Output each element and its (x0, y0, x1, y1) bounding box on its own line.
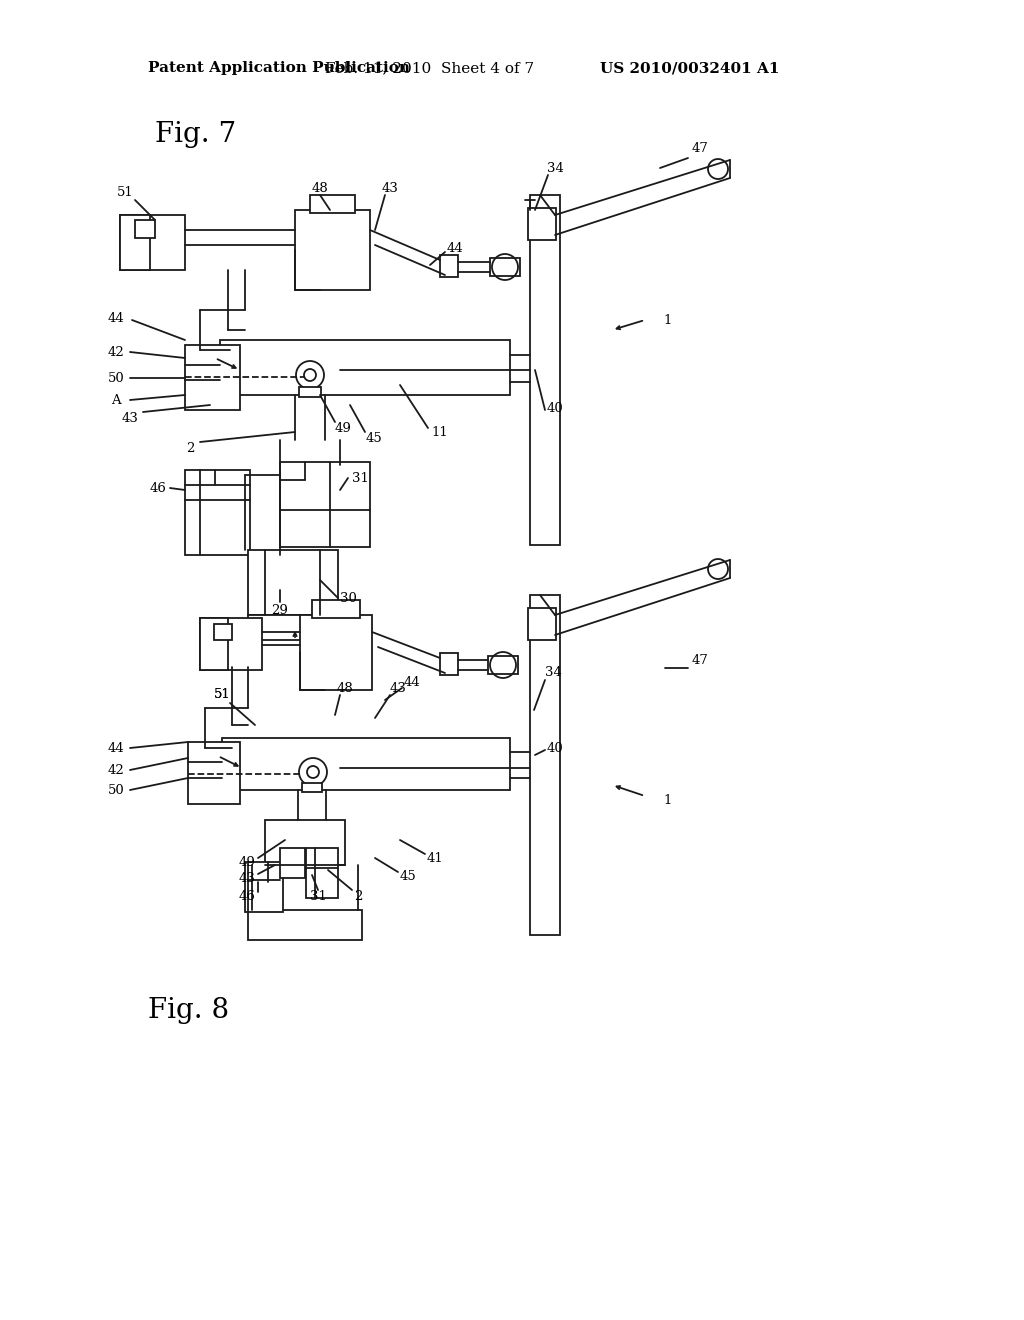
Bar (310, 195, 355, 213)
Text: 47: 47 (691, 141, 709, 154)
Bar (220, 341, 510, 395)
Bar (299, 387, 321, 397)
Bar (200, 618, 228, 671)
Text: 49: 49 (239, 855, 255, 869)
Text: Feb. 11, 2010  Sheet 4 of 7: Feb. 11, 2010 Sheet 4 of 7 (326, 61, 535, 75)
Text: 43: 43 (239, 871, 255, 884)
Bar (530, 195, 560, 545)
Text: 42: 42 (108, 763, 124, 776)
Bar (530, 595, 560, 935)
Bar (490, 257, 520, 276)
Text: 29: 29 (271, 603, 289, 616)
Text: 31: 31 (309, 890, 327, 903)
Text: 2: 2 (185, 441, 195, 454)
Text: 42: 42 (108, 346, 124, 359)
Bar (265, 820, 345, 865)
Bar (214, 624, 232, 640)
Text: 46: 46 (150, 482, 167, 495)
Text: Fig. 8: Fig. 8 (148, 997, 229, 1023)
Bar (248, 615, 338, 640)
Text: 44: 44 (403, 676, 421, 689)
Text: 30: 30 (340, 591, 356, 605)
Text: 1: 1 (664, 314, 672, 326)
Bar (528, 209, 556, 240)
Text: 34: 34 (547, 161, 563, 174)
Bar (280, 847, 305, 878)
Text: 47: 47 (691, 653, 709, 667)
Text: 51: 51 (117, 186, 133, 198)
Bar (248, 909, 362, 940)
Text: 43: 43 (122, 412, 138, 425)
Text: 45: 45 (366, 432, 382, 445)
Text: 51: 51 (214, 689, 230, 701)
Text: 43: 43 (389, 681, 407, 694)
Bar (306, 847, 338, 898)
Text: Patent Application Publication: Patent Application Publication (148, 61, 410, 75)
Text: 51: 51 (214, 689, 230, 701)
Bar (488, 656, 518, 675)
Bar (222, 738, 510, 789)
Bar (302, 783, 322, 792)
Text: US 2010/0032401 A1: US 2010/0032401 A1 (600, 61, 780, 75)
Bar (300, 615, 372, 690)
Text: Fig. 7: Fig. 7 (155, 121, 237, 149)
Bar (295, 210, 370, 290)
Bar (200, 618, 262, 671)
Bar (185, 345, 240, 411)
Text: 1: 1 (664, 793, 672, 807)
Text: 44: 44 (446, 242, 464, 255)
Text: A: A (112, 393, 121, 407)
Text: 49: 49 (335, 421, 351, 434)
Text: 50: 50 (108, 371, 124, 384)
Bar (120, 215, 150, 271)
Bar (440, 653, 458, 675)
Text: 48: 48 (311, 181, 329, 194)
Bar (280, 462, 370, 546)
Bar (245, 862, 283, 912)
Text: 11: 11 (432, 425, 449, 438)
Text: 34: 34 (545, 665, 561, 678)
Text: 48: 48 (337, 681, 353, 694)
Text: 45: 45 (399, 870, 417, 883)
Bar (248, 550, 338, 615)
Text: 43: 43 (382, 181, 398, 194)
Bar (188, 742, 240, 804)
Text: 31: 31 (351, 471, 369, 484)
Text: 44: 44 (108, 742, 124, 755)
Bar (185, 470, 250, 554)
Text: 2: 2 (354, 890, 362, 903)
Bar (135, 220, 155, 238)
Bar (312, 601, 360, 618)
Bar (440, 255, 458, 277)
Text: 44: 44 (108, 312, 124, 325)
Text: 40: 40 (547, 742, 563, 755)
Bar (528, 609, 556, 640)
Text: 46: 46 (239, 890, 255, 903)
Text: 40: 40 (547, 401, 563, 414)
Bar (120, 215, 185, 271)
Text: 50: 50 (108, 784, 124, 796)
Text: 41: 41 (427, 851, 443, 865)
